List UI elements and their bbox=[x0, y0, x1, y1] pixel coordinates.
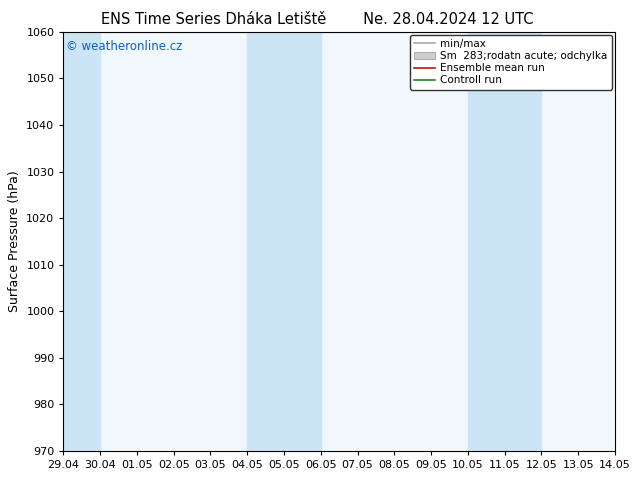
Bar bbox=[247, 32, 321, 451]
Legend: min/max, Sm  283;rodatn acute; odchylka, Ensemble mean run, Controll run: min/max, Sm 283;rodatn acute; odchylka, … bbox=[410, 35, 612, 90]
Bar bbox=[63, 32, 100, 451]
Bar bbox=[468, 32, 541, 451]
Text: © weatheronline.cz: © weatheronline.cz bbox=[66, 40, 183, 53]
Y-axis label: Surface Pressure (hPa): Surface Pressure (hPa) bbox=[8, 171, 21, 312]
Text: ENS Time Series Dháka Letiště        Ne. 28.04.2024 12 UTC: ENS Time Series Dháka Letiště Ne. 28.04.… bbox=[101, 12, 533, 27]
